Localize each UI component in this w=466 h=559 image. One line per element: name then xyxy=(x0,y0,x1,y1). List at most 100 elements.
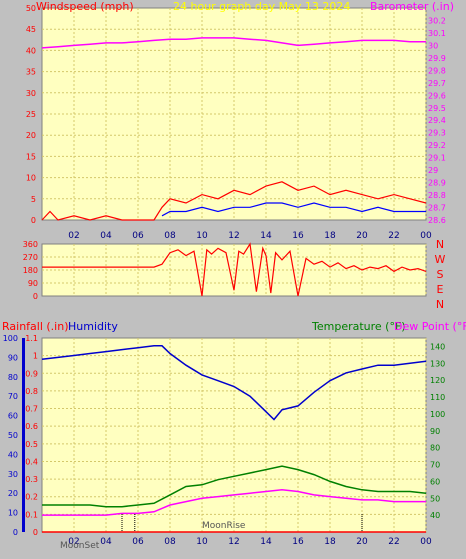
humidity-tick-label: 60 xyxy=(8,412,18,421)
barometer-tick-label: 29.8 xyxy=(428,66,446,75)
x-tick-label: 08 xyxy=(164,231,176,241)
rainfall-tick-label: 0.4 xyxy=(25,457,38,466)
temperature-label: Temperature (°F) xyxy=(311,320,406,333)
temperature-tick-label: 100 xyxy=(430,410,445,419)
temperature-tick-label: 110 xyxy=(430,393,445,402)
humidity-tick-label: 20 xyxy=(8,489,18,498)
windspeed-label: Windspeed (mph) xyxy=(36,0,134,13)
windspeed-grid xyxy=(42,8,427,220)
windspeed-tick-label: 25 xyxy=(26,110,36,119)
compass-label: S xyxy=(437,268,444,281)
temperature-tick-label: 130 xyxy=(430,359,445,368)
humidity-tick-label: 50 xyxy=(8,431,18,440)
humidity-tick-label: 80 xyxy=(8,373,18,382)
windspeed-tick-label: 15 xyxy=(26,152,36,161)
barometer-tick-label: 29.7 xyxy=(428,79,446,88)
humidity-tick-label: 70 xyxy=(8,392,18,401)
x-tick-label: 02 xyxy=(68,231,79,241)
x-tick-label: 00 xyxy=(420,231,432,241)
x-tick-label: 08 xyxy=(164,537,176,547)
temperature-tick-label: 40 xyxy=(430,511,440,520)
temperature-tick-label: 70 xyxy=(430,461,440,470)
moon-markers xyxy=(121,514,363,532)
windspeed-tick-label: 20 xyxy=(26,131,36,140)
x-tick-label: 14 xyxy=(260,231,272,241)
compass-label: W xyxy=(435,253,446,266)
barometer-tick-label: 30.2 xyxy=(428,16,446,25)
barometer-tick-label: 28.9 xyxy=(428,179,446,188)
humidity-axis-bar xyxy=(22,338,25,532)
x-tick-label: 10 xyxy=(196,537,208,547)
windspeed-tick-label: 10 xyxy=(26,174,36,183)
barometer-tick-label: 29.9 xyxy=(428,54,446,63)
humidity-line xyxy=(41,345,427,421)
x-tick-label: 20 xyxy=(356,231,368,241)
windspeed-tick-label: 50 xyxy=(26,4,36,13)
barometer-tick-label: 29.1 xyxy=(428,154,446,163)
x-tick-label: 04 xyxy=(100,537,112,547)
windspeed-tick-label: 45 xyxy=(26,25,36,34)
x-tick-label: 22 xyxy=(388,537,399,547)
direction-axis-ticks: 0 90 180 270 360 xyxy=(23,240,38,301)
temperature-axis-ticks: 40 50 60 70 80 90 100 110 120 130 140 xyxy=(430,342,445,520)
rainfall-axis-ticks: 0 0.1 0.2 0.3 0.4 0.5 0.6 0.7 0.8 0.9 1 1.1 xyxy=(25,334,38,537)
x-tick-label: 14 xyxy=(260,537,272,547)
barometer-tick-label: 29.2 xyxy=(428,141,446,150)
x-tick-label: 20 xyxy=(356,537,368,547)
compass-label: E xyxy=(437,283,444,296)
barometer-tick-label: 30 xyxy=(428,41,438,50)
humidity-tick-label: 0 xyxy=(13,528,18,537)
humidity-tick-label: 40 xyxy=(8,450,18,459)
time-axis-ticks-3: 02 04 06 08 10 12 14 16 18 20 22 00 xyxy=(68,537,432,547)
humidity-tick-label: 90 xyxy=(8,353,18,362)
direction-tick-label: 360 xyxy=(23,240,38,249)
direction-series xyxy=(42,242,427,297)
x-tick-label: 06 xyxy=(132,537,144,547)
dewpoint-line xyxy=(42,489,426,516)
rainfall-label: Rainfall (.in) xyxy=(2,320,69,333)
rainfall-tick-label: 0.2 xyxy=(25,493,38,502)
direction-tick-label: 90 xyxy=(28,279,38,288)
barometer-tick-label: 30.1 xyxy=(428,29,446,38)
rainfall-tick-label: 0.8 xyxy=(25,387,38,396)
windspeed-tick-label: 40 xyxy=(26,46,36,55)
windspeed-tick-label: 5 xyxy=(31,195,36,204)
x-tick-label: 22 xyxy=(388,231,399,241)
humidity-tick-label: 30 xyxy=(8,470,18,479)
compass-label: N xyxy=(436,238,444,251)
rainfall-tick-label: 0.9 xyxy=(25,369,38,378)
windspeed-tick-label: 35 xyxy=(26,68,36,77)
chart-title: 24 hour graph day May 13 2024 xyxy=(173,0,350,13)
barometer-tick-label: 29.3 xyxy=(428,129,446,138)
windspeed-axis-ticks: 0 5 10 15 20 25 30 35 40 45 50 xyxy=(26,4,36,225)
x-tick-label: 02 xyxy=(68,537,79,547)
x-tick-label: 12 xyxy=(228,537,239,547)
x-tick-label: 16 xyxy=(292,537,304,547)
barometer-tick-label: 28.6 xyxy=(428,216,446,225)
humidity-tick-label: 10 xyxy=(8,509,18,518)
barometer-tick-label: 29.6 xyxy=(428,91,446,100)
barometer-tick-label: 28.8 xyxy=(428,191,446,200)
rainfall-tick-label: 0.5 xyxy=(25,440,38,449)
moonrise-label: MoonRise xyxy=(202,521,246,531)
compass-label: N xyxy=(436,298,444,311)
barometer-tick-label: 29.4 xyxy=(428,116,446,125)
direction-tick-label: 270 xyxy=(23,253,38,262)
barometer-line xyxy=(41,37,426,49)
rainfall-tick-label: 0.3 xyxy=(25,475,38,484)
windspeed-tick-label: 0 xyxy=(31,216,36,225)
moonset-label: MoonSet xyxy=(60,541,100,551)
windspeed-series xyxy=(41,37,427,221)
temperature-tick-label: 140 xyxy=(430,342,445,351)
barometer-label: Barometer (.in) xyxy=(370,0,454,13)
barometer-tick-label: 29 xyxy=(428,166,438,175)
rainfall-tick-label: 0.6 xyxy=(25,422,38,431)
temperature-tick-label: 50 xyxy=(430,494,440,503)
x-tick-label: 04 xyxy=(100,231,112,241)
humidity-axis-ticks: 0 10 20 30 40 50 60 70 80 90 100 xyxy=(3,334,25,537)
barometer-tick-label: 28.7 xyxy=(428,204,446,213)
dewpoint-label: Dew Point (°F) xyxy=(394,320,466,333)
